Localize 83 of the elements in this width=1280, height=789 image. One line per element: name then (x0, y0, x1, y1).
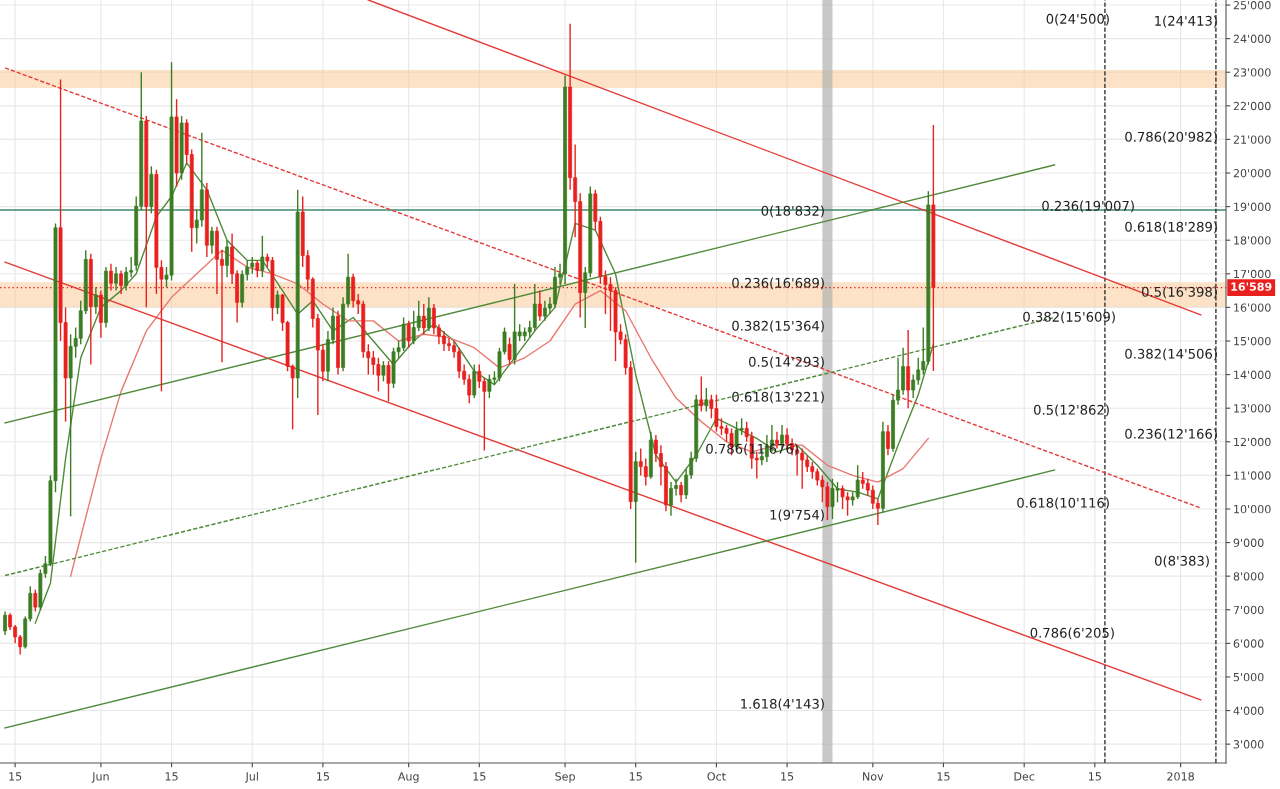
candlestick (114, 266, 118, 292)
y-tick-label: 20'000 (1233, 168, 1271, 178)
x-tick-label: 15 (629, 772, 642, 781)
annotation: 0.5(12'862) (1033, 404, 1109, 417)
x-tick-label: Jun (91, 772, 109, 783)
candlestick (124, 266, 129, 292)
y-tick-label: 8'000 (1233, 572, 1264, 581)
x-tick-label: 15 (473, 772, 486, 781)
annotation: 0.382(14'506) (1125, 348, 1217, 361)
x-tick-label: 15 (937, 772, 950, 781)
x-tick-label: 15 (1088, 772, 1101, 781)
candlestick (906, 329, 911, 409)
x-tick-label: Jul (244, 771, 258, 783)
ref-line-label: 16'589 (1231, 282, 1272, 291)
x-tick-label: Aug (397, 772, 419, 783)
y-tick-label: 23'000 (1233, 68, 1271, 77)
annotation: 1.618(4'143) (741, 698, 824, 711)
candlestick (406, 320, 411, 349)
y-tick-label: 5'000 (1233, 672, 1264, 682)
annotation: 0.786(20'982) (1125, 131, 1217, 144)
annotation: 0(24'500) (1046, 13, 1109, 26)
annotation: 0.786(6'205) (1030, 627, 1114, 640)
x-tick-label: 15 (317, 772, 329, 781)
y-tick-label: 22'000 (1233, 101, 1271, 111)
candlestick (386, 360, 391, 403)
x-tick-label: 15 (9, 772, 22, 781)
y-tick-label: 10'000 (1234, 504, 1271, 514)
y-tick-label: 6'000 (1233, 639, 1264, 648)
y-tick-label: 21'000 (1233, 135, 1271, 144)
y-tick-label: 11'000 (1234, 471, 1271, 480)
y-tick-label: 12'000 (1234, 437, 1271, 447)
y-tick-label: 7'000 (1233, 605, 1264, 615)
x-tick-label: Oct (707, 772, 726, 781)
candlestick (472, 363, 477, 399)
annotation: 0.382(15'364) (732, 320, 824, 333)
candlestick (93, 286, 98, 315)
x-tick-label: 15 (781, 772, 794, 781)
candlestick (426, 296, 431, 332)
y-tick-label: 3'000 (1233, 740, 1264, 749)
x-tick-label: 2018 (1167, 772, 1194, 781)
x-tick-label: Nov (863, 772, 884, 781)
y-tick-label: 4'000 (1233, 706, 1264, 715)
annotation: 0.618(10'116) (1017, 497, 1109, 510)
candlestick (537, 289, 542, 322)
annotation: 0.618(13'221) (732, 391, 824, 404)
candlestick (225, 239, 229, 278)
annotation: 0.5(14'293) (748, 356, 824, 369)
candlestick (3, 610, 7, 636)
candlestick (699, 375, 704, 413)
y-tick-label: 19'000 (1234, 202, 1271, 211)
candlestick (421, 303, 426, 335)
y-tick-label: 14'000 (1234, 370, 1271, 379)
candlestick (119, 269, 123, 295)
annotation: 0.618(18'289) (1125, 221, 1217, 234)
candlestick (886, 424, 890, 456)
candlestick (507, 336, 512, 366)
x-tick-label: Dec (1014, 772, 1035, 781)
annotation: 0.236(12'166) (1125, 428, 1217, 441)
annotation: 0(8'383) (1154, 555, 1209, 568)
y-tick-label: 17'000 (1234, 269, 1271, 279)
candlestick (381, 360, 386, 383)
candlestick (704, 387, 709, 413)
candlestick (260, 235, 265, 278)
candlestick (275, 289, 280, 315)
annotation: 0.236(16'689) (732, 277, 824, 290)
candlestick (911, 373, 916, 399)
y-tick-label: 16'000 (1234, 303, 1271, 312)
line-series (69, 249, 930, 577)
y-tick-label: 25'000 (1233, 1, 1271, 10)
annotation: 1(24'413) (1155, 15, 1217, 28)
y-tick-label: 9'000 (1233, 538, 1264, 547)
y-tick-label: 13'000 (1234, 404, 1271, 413)
candlestick (643, 457, 648, 487)
x-tick-label: Sep (555, 772, 575, 783)
y-tick-label: 18'000 (1234, 236, 1271, 245)
candlestick (209, 226, 214, 255)
annotation: 1(9'754) (770, 509, 824, 522)
y-tick-label: 24'000 (1233, 34, 1271, 44)
candlestick (33, 588, 38, 613)
y-tick-label: 15'000 (1234, 336, 1271, 346)
x-tick-label: 15 (165, 772, 178, 781)
candlestick (679, 481, 684, 503)
candlestick (532, 283, 537, 332)
